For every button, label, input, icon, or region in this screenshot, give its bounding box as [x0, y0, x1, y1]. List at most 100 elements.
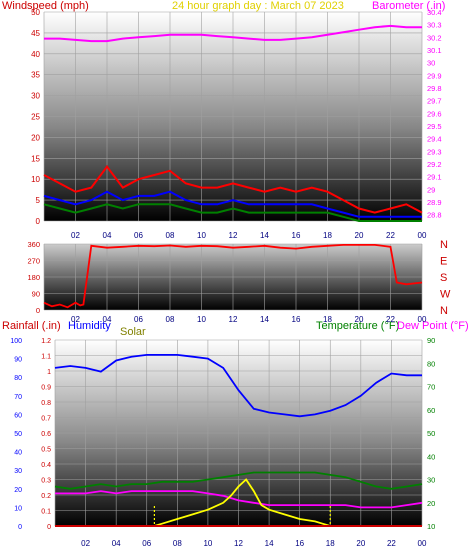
baro-y-tick-label: 29.9 [427, 71, 442, 80]
baro-y-tick-label: 29.6 [427, 109, 442, 118]
humidity-y-tick-label: 0 [18, 524, 22, 531]
rainfall-y-tick-label: 1.1 [41, 354, 51, 361]
humidity-line [54, 353, 422, 418]
wind-y-tick-label: 5 [36, 196, 41, 205]
humidity-y-tick-label: 30 [14, 468, 22, 475]
dew-line [55, 490, 423, 509]
temperature-y-tick-label: 10 [427, 522, 435, 531]
compass-direction-label: S [440, 272, 447, 284]
temperature-y-tick-label: 80 [427, 359, 435, 368]
wind-y-tick-label: 10 [31, 175, 40, 184]
rainfall-y-tick-label: 1 [47, 369, 51, 376]
compass-direction-label: N [440, 239, 448, 251]
direction-x-tick-label: 00 [418, 315, 427, 324]
rainfall-y-tick-label: 0.9 [41, 385, 51, 392]
direction-y-tick-label: 0 [36, 306, 40, 315]
climate-x-tick-label: 12 [234, 539, 243, 548]
climate-x-tick-label: 02 [81, 539, 90, 548]
wind-x-tick-label: 14 [260, 231, 269, 240]
baro-y-tick-label: 29.8 [427, 84, 442, 93]
humidity-y-tick-label: 70 [14, 394, 22, 401]
baro-y-tick-label: 28.9 [427, 198, 442, 207]
direction-x-tick-label: 12 [229, 315, 238, 324]
direction-x-tick-label: 04 [103, 315, 112, 324]
wind-gust-line [43, 165, 423, 214]
rainfall-y-tick-label: 0.7 [41, 416, 51, 423]
baro-y-tick-label: 30.1 [427, 46, 442, 55]
baro-y-tick-label: 30 [427, 59, 435, 68]
humidity-y-tick-label: 40 [14, 450, 22, 457]
direction-x-tick-label: 16 [292, 315, 301, 324]
temperature-y-tick-label: 40 [427, 452, 435, 461]
wind-direction-line [43, 243, 423, 309]
baro-y-tick-label: 29.5 [427, 122, 442, 131]
wind-x-tick-label: 12 [229, 231, 238, 240]
temperature-y-tick-label: 70 [427, 383, 435, 392]
direction-y-tick-label: 180 [27, 273, 40, 282]
climate-x-tick-label: 16 [295, 539, 304, 548]
climate-x-tick-label: 20 [356, 539, 365, 548]
rainfall-y-tick-label: 1.2 [41, 338, 51, 345]
baro-y-tick-label: 29.4 [427, 135, 442, 144]
wind-y-tick-label: 40 [31, 50, 40, 59]
direction-y-tick-label: 270 [27, 257, 40, 266]
baro-y-tick-label: 29.2 [427, 160, 442, 169]
dew-point-axis-label: Dew Point (°F) [397, 320, 469, 332]
temperature-y-tick-label: 30 [427, 476, 435, 485]
rainfall-y-tick-label: 0.2 [41, 493, 51, 500]
climate-x-tick-label: 08 [173, 539, 182, 548]
humidity-y-tick-label: 100 [10, 338, 22, 345]
baro-y-tick-label: 30.3 [427, 21, 442, 30]
humidity-axis-label: Humidity [68, 320, 111, 332]
baro-y-tick-label: 29.3 [427, 147, 442, 156]
temperature-y-tick-label: 50 [427, 429, 435, 438]
climate-x-tick-label: 22 [387, 539, 396, 548]
wind-y-tick-label: 0 [36, 217, 41, 226]
climate-x-tick-label: 14 [265, 539, 274, 548]
climate-x-tick-label: 00 [418, 539, 427, 548]
rainfall-axis-label: Rainfall (.in) [2, 320, 61, 332]
rainfall-y-tick-label: 0 [47, 524, 51, 531]
wind-x-tick-label: 00 [418, 231, 427, 240]
climate-x-tick-label: 10 [203, 539, 212, 548]
direction-y-tick-label: 90 [32, 290, 40, 299]
baro-y-tick-label: 30.2 [427, 33, 442, 42]
wind-low-line [43, 203, 422, 222]
direction-x-tick-label: 22 [386, 315, 395, 324]
windspeed-axis-label: Windspeed (mph) [2, 0, 89, 12]
humidity-y-tick-label: 80 [14, 375, 22, 382]
temperature-y-tick-label: 90 [427, 336, 435, 345]
direction-x-tick-label: 02 [71, 315, 80, 324]
temperature-y-tick-label: 60 [427, 406, 435, 415]
wind-x-tick-label: 16 [292, 231, 301, 240]
direction-x-tick-label: 14 [260, 315, 269, 324]
rainfall-y-tick-label: 0.4 [41, 462, 51, 469]
direction-x-tick-label: 08 [166, 315, 175, 324]
barometer-line [44, 24, 422, 43]
rainfall-y-tick-label: 0.6 [41, 431, 51, 438]
wind-x-tick-label: 08 [166, 231, 175, 240]
baro-y-tick-label: 29 [427, 185, 435, 194]
compass-direction-label: N [440, 305, 448, 317]
direction-x-tick-label: 18 [323, 315, 332, 324]
rainfall-y-tick-label: 0.1 [41, 509, 51, 516]
climate-x-tick-label: 06 [142, 539, 151, 548]
wind-y-tick-label: 20 [31, 133, 40, 142]
rainfall-y-tick-label: 0.3 [41, 478, 51, 485]
wind-x-tick-label: 02 [71, 231, 80, 240]
wind-x-tick-label: 06 [134, 231, 143, 240]
chart-title: 24 hour graph day : March 07 2023 [172, 0, 344, 12]
direction-x-tick-label: 06 [134, 315, 143, 324]
wind-y-tick-label: 15 [31, 154, 40, 163]
direction-x-tick-label: 10 [197, 315, 206, 324]
wind-y-tick-label: 30 [31, 92, 40, 101]
wind-x-tick-label: 10 [197, 231, 206, 240]
temperature-line [54, 471, 423, 490]
wind-y-tick-label: 45 [31, 29, 40, 38]
humidity-y-tick-label: 50 [14, 431, 22, 438]
humidity-y-tick-label: 20 [14, 487, 22, 494]
wind-x-tick-label: 18 [323, 231, 332, 240]
climate-x-tick-label: 18 [326, 539, 335, 548]
baro-y-tick-label: 29.1 [427, 173, 442, 182]
